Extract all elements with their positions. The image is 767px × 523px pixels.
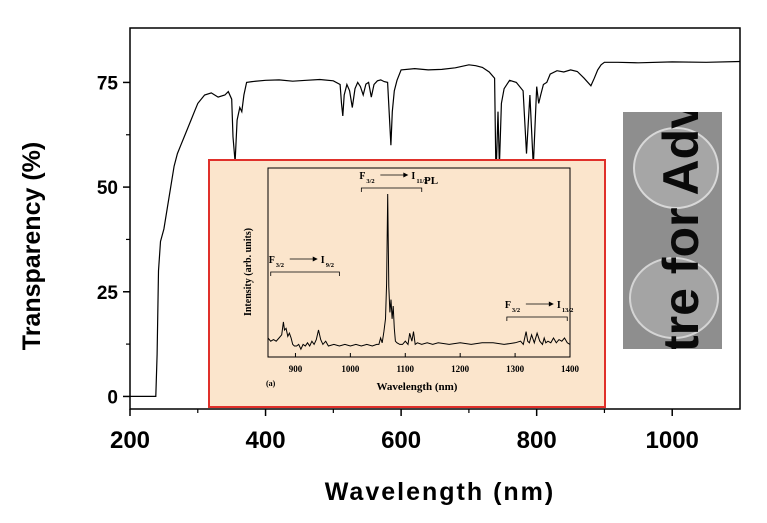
annotation-main-sub: 3/2 [366, 178, 374, 185]
main-plot-frame [129, 27, 741, 410]
photo-disc-bottom [629, 257, 719, 339]
annotation-main-sub: 3/2 [512, 307, 520, 314]
main-axes: 200 400 600 800 1000 0 25 50 75 [97, 73, 699, 454]
annotation-main-label: F [359, 171, 365, 182]
inset-panel-label: (a) [266, 379, 276, 388]
annotation-main-label: F [505, 300, 511, 311]
inset-y-axis-title: Intensity (arb. units) [243, 228, 254, 316]
pl-series-line [267, 193, 571, 351]
annotation-target-sub: 11/2 [416, 178, 427, 185]
x-tick-label: 800 [517, 427, 557, 454]
annotation-target-sub: 13/2 [562, 307, 574, 314]
sample-photo: tre for Adv [623, 101, 722, 352]
x-tick-label: 600 [381, 427, 421, 454]
annotation-arrow-head [312, 256, 318, 262]
transparency-series-line [130, 60, 741, 397]
inset-x-tick-label: 1400 [561, 364, 580, 374]
annotation-target-label: I [321, 255, 325, 266]
inset-background [208, 159, 606, 408]
y-tick-label: 50 [97, 178, 118, 199]
annotation-arrow-head [403, 172, 409, 178]
x-axis-title: Wavelength (nm) [325, 478, 555, 506]
transition-annotation: F 3/2 I 11/2 [359, 171, 428, 192]
x-tick-label: 200 [110, 427, 150, 454]
y-tick-label: 75 [97, 73, 119, 94]
x-tick-label: 400 [246, 427, 286, 454]
x-tick-label: 1000 [646, 427, 699, 454]
inset-axes: 900 1000 1100 1200 1300 1400 [289, 353, 580, 374]
photo-caption-text: tre for Adv [653, 101, 709, 352]
transition-annotation: F 3/2 I 13/2 [505, 300, 574, 321]
annotation-main-label: F [269, 255, 275, 266]
annotation-target-label: I [557, 300, 561, 311]
inset-x-tick-label: 1200 [451, 364, 470, 374]
y-axis-title: Transparency (%) [18, 142, 46, 350]
inset-x-tick-label: 1100 [397, 364, 415, 374]
annotation-arrow-head [548, 301, 554, 307]
y-tick-label: 25 [97, 283, 119, 304]
inset-x-tick-label: 900 [289, 364, 303, 374]
annotation-range-bracket [270, 271, 340, 276]
inset-pl-chart: 900 1000 1100 1200 1300 1400 F 3/2 I 11/2F 3/2 I 9/… [208, 159, 606, 408]
annotation-target-label: I [411, 171, 415, 182]
inset-plot-frame [267, 167, 571, 358]
inset-x-axis-title: Wavelength (nm) [377, 381, 458, 393]
annotation-range-bracket [506, 316, 568, 321]
annotation-target-sub: 9/2 [326, 262, 334, 269]
annotation-main-sub: 3/2 [276, 262, 284, 269]
inset-x-tick-label: 1000 [341, 364, 360, 374]
transition-annotation: F 3/2 I 9/2 [269, 255, 340, 276]
inset-x-tick-label: 1300 [506, 364, 525, 374]
inset-title-pl: PL [424, 175, 438, 187]
inset-annotations: F 3/2 I 11/2F 3/2 I 9/2F 3/2 I 13/2 [269, 171, 574, 321]
annotation-range-bracket [360, 187, 423, 192]
photo-disc-top [633, 127, 719, 209]
y-tick-label: 0 [107, 387, 118, 408]
